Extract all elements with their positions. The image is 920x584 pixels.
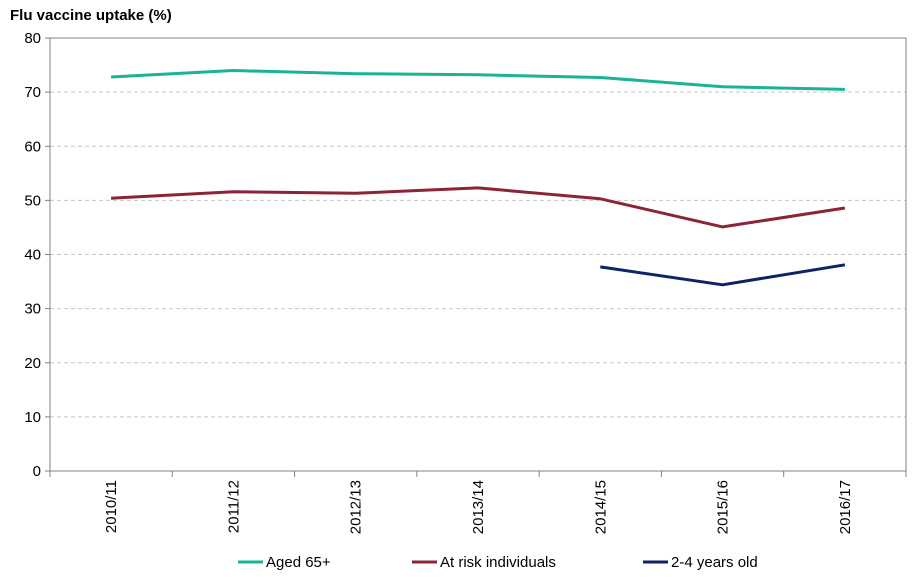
y-tick-label: 0: [33, 463, 41, 480]
x-tick-label: 2013/14: [470, 480, 487, 534]
x-tick-labels: 2010/11 2011/12 2012/13 2013/14 2014/15 2015/…: [103, 480, 854, 534]
legend-label: At risk individuals: [440, 554, 556, 571]
y-tick-label: 30: [24, 301, 41, 318]
series-line-2: [111, 186, 846, 229]
axes: [45, 37, 907, 477]
legend: Aged 65+ At risk individuals 2-4 years old: [238, 554, 758, 571]
gridlines: [50, 91, 906, 418]
x-tick-label: 2010/11: [103, 480, 120, 533]
y-tick-label: 20: [24, 355, 41, 372]
y-tick-label: 70: [24, 84, 41, 101]
x-tick-label: 2014/15: [592, 480, 609, 534]
y-tick-labels: 0 10 20 30 40 50 60 70 80: [24, 30, 41, 480]
series-line-1: [111, 69, 845, 91]
y-tick-label: 10: [24, 409, 41, 426]
chart-title: Flu vaccine uptake (%): [10, 7, 172, 24]
legend-label: 2-4 years old: [671, 554, 758, 571]
x-tick-label: 2012/13: [348, 480, 365, 534]
y-tick-label: 50: [24, 192, 41, 209]
y-tick-label: 80: [24, 30, 41, 47]
legend-label: Aged 65+: [266, 554, 331, 571]
plot-area-border: [49, 37, 907, 472]
y-tick-label: 40: [24, 247, 41, 264]
series-line-3: [600, 263, 846, 287]
x-tick-label: 2011/12: [225, 480, 242, 533]
x-tick-label: 2015/16: [715, 480, 732, 534]
y-tick-label: 60: [24, 138, 41, 155]
x-tick-label: 2016/17: [837, 480, 854, 534]
series-lines: [111, 69, 846, 287]
